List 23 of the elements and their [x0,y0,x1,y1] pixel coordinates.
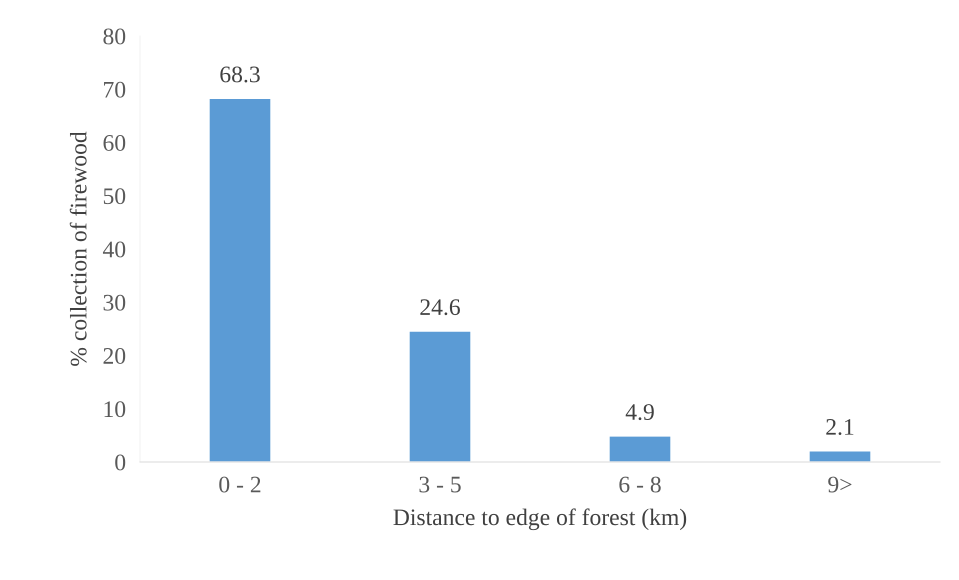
bar [808,450,872,462]
y-tick-label: 70 [104,82,126,98]
y-tick-label: 50 [104,188,126,204]
y-tick-label: 20 [104,348,126,364]
y-tick-label: 30 [104,294,126,311]
x-tick-label: 3 - 5 [419,476,461,493]
y-tick-label: 40 [102,241,126,258]
bar [408,330,472,462]
y-tick-label: 0 [115,454,126,470]
y-tick-label: 80 [103,28,126,44]
data-label: 24.6 [420,299,460,316]
data-label: 4.9 [626,404,654,420]
x-tick-label: 9> [828,476,852,493]
bar [208,98,272,462]
x-axis-title: Distance to edge of forest (km) [393,508,686,530]
y-tick-label: 60 [104,134,126,151]
x-tick-label: 0 - 2 [219,476,260,493]
data-label: 68.3 [220,66,260,82]
y-axis-title: % collection of firewood [70,132,87,366]
x-tick-label: 6 - 8 [619,476,661,493]
data-label: 2.1 [826,419,854,436]
y-tick-label: 10 [104,401,126,418]
bar [608,435,672,462]
